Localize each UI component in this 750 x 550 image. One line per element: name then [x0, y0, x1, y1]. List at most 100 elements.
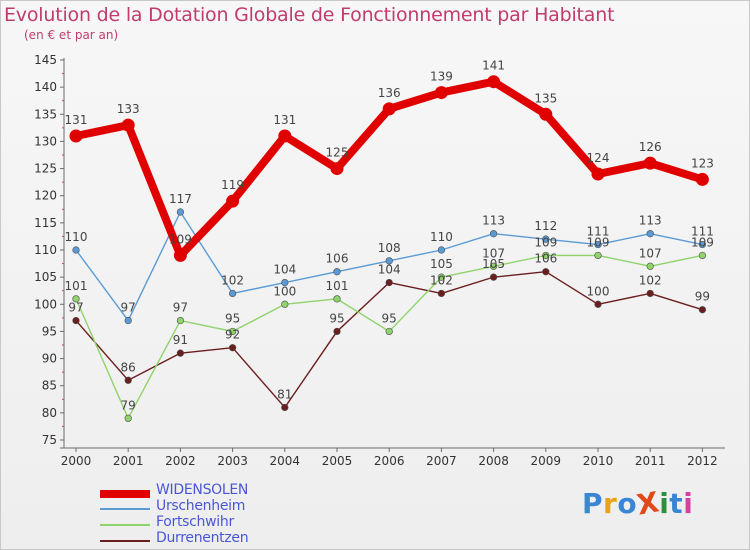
data-point: [229, 344, 237, 352]
legend-swatch: [100, 540, 150, 542]
data-point: [646, 262, 654, 270]
y-tick-label: 140: [34, 80, 57, 94]
data-label: 135: [534, 91, 557, 105]
data-label: 126: [639, 140, 662, 154]
legend-swatch: [100, 524, 150, 526]
x-tick-label: 2009: [531, 454, 562, 468]
data-point: [281, 300, 289, 308]
data-point: [542, 268, 550, 276]
data-label: 110: [430, 230, 453, 244]
data-point: [646, 289, 654, 298]
data-point: [385, 278, 393, 287]
data-label: 111: [691, 225, 714, 239]
legend-label: Fortschwihr: [156, 514, 234, 530]
data-label: 79: [121, 398, 136, 412]
data-point: [226, 194, 240, 208]
data-point: [176, 349, 184, 357]
x-tick-label: 2011: [635, 454, 666, 468]
data-label: 97: [173, 301, 188, 315]
data-label: 107: [482, 246, 505, 260]
data-point: [382, 102, 396, 116]
x-tick-label: 2012: [687, 454, 718, 468]
data-label: 131: [273, 113, 296, 127]
data-label: 106: [326, 252, 349, 266]
data-label: 102: [430, 273, 453, 287]
data-label: 109: [169, 232, 192, 246]
y-tick-label: 145: [34, 53, 57, 67]
data-label: 136: [378, 86, 401, 100]
data-label: 108: [378, 241, 401, 255]
y-tick-label: 110: [34, 243, 57, 257]
data-label: 91: [173, 333, 188, 347]
data-label: 123: [691, 156, 714, 170]
data-label: 139: [430, 70, 453, 84]
y-tick-label: 125: [34, 162, 57, 176]
data-point: [385, 257, 393, 265]
data-point: [695, 172, 709, 186]
data-label: 81: [277, 387, 292, 401]
x-tick-label: 2006: [374, 454, 405, 468]
data-point: [646, 230, 654, 238]
data-label: 99: [695, 290, 710, 304]
x-tick-label: 2010: [583, 454, 614, 468]
data-label: 92: [225, 328, 240, 342]
data-label: 124: [587, 151, 610, 165]
data-label: 111: [587, 225, 610, 239]
data-label: 104: [273, 263, 296, 277]
data-label: 125: [326, 146, 349, 160]
y-tick-label: 120: [34, 189, 57, 203]
data-label: 107: [639, 246, 662, 260]
data-label: 95: [329, 311, 344, 325]
legend-label: Urschenheim: [156, 498, 246, 514]
legend-label: WIDENSOLEN: [156, 482, 249, 498]
data-point: [124, 376, 132, 384]
x-tick-label: 2002: [165, 454, 196, 468]
y-tick-label: 85: [42, 379, 57, 393]
data-label: 113: [482, 214, 505, 228]
y-tick-label: 75: [42, 433, 57, 447]
data-label: 109: [534, 235, 557, 249]
data-point: [434, 86, 448, 100]
data-label: 102: [639, 273, 662, 287]
data-label: 97: [68, 301, 83, 315]
data-point: [490, 230, 498, 238]
x-tick-label: 2004: [270, 454, 301, 468]
data-label: 101: [326, 279, 349, 293]
data-label: 100: [587, 284, 610, 298]
data-label: 97: [121, 301, 136, 315]
legend-swatch: [100, 490, 150, 498]
data-point: [490, 273, 498, 281]
data-point: [72, 246, 80, 254]
data-label: 133: [117, 102, 140, 116]
x-tick-label: 2005: [322, 454, 353, 468]
chart-title: Evolution de la Dotation Globale de Fonc…: [4, 4, 615, 26]
data-point: [643, 156, 657, 170]
data-point: [487, 75, 501, 89]
data-point: [542, 235, 550, 243]
data-point: [124, 414, 132, 422]
data-point: [278, 129, 292, 143]
proxiti-logo: ProXiti: [582, 485, 694, 522]
y-tick-label: 105: [34, 270, 57, 284]
data-label: 113: [639, 214, 662, 228]
data-label: 106: [534, 252, 557, 266]
data-point: [437, 289, 446, 298]
data-point: [69, 129, 83, 143]
data-point: [176, 316, 184, 325]
chart-subtitle: (en € et par an): [24, 28, 119, 42]
y-tick-label: 135: [34, 107, 57, 121]
data-label: 119: [221, 178, 244, 192]
data-point: [698, 240, 707, 249]
x-tick-label: 2007: [426, 454, 457, 468]
data-point: [176, 208, 184, 216]
data-point: [437, 273, 446, 281]
data-point: [281, 278, 289, 287]
legend-swatch: [100, 508, 150, 510]
data-label: 102: [221, 273, 244, 287]
data-point: [385, 327, 393, 336]
data-label: 105: [430, 257, 453, 271]
y-tick-label: 80: [42, 406, 57, 420]
data-point: [698, 306, 707, 314]
y-tick-label: 90: [42, 352, 57, 366]
